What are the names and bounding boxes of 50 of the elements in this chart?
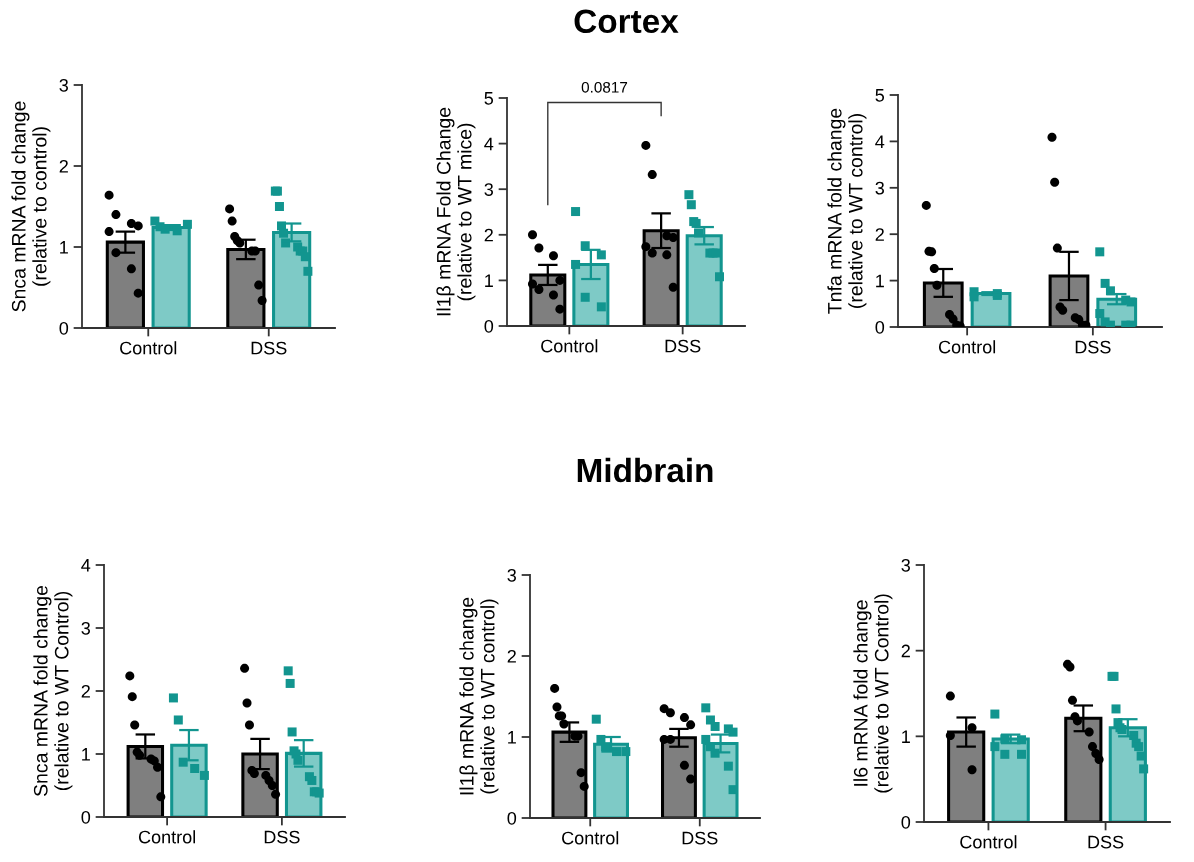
y-tick-label: 0 — [59, 321, 69, 335]
y-axis-title: Tnfa mRNA fold change (relative to WT control) — [827, 108, 867, 314]
y-tick-label: 1 — [485, 274, 493, 287]
y-tick-label: 2 — [484, 228, 493, 242]
y-axis-title: Il1β mRNA fold change (relative to WT control) — [459, 597, 499, 795]
y-tick-label: 2 — [507, 649, 516, 663]
x-tick-label: Control — [562, 831, 619, 845]
x-tick-label: Control — [960, 835, 1017, 849]
y-tick-label: 3 — [507, 568, 517, 582]
y-tick-label: 2 — [59, 159, 68, 173]
y-tick-label: 3 — [484, 183, 494, 196]
y-tick-label: 4 — [81, 559, 91, 572]
y-tick-label: 1 — [82, 748, 90, 761]
y-tick-label: 0 — [875, 320, 885, 334]
x-tick-label: DSS — [1075, 340, 1111, 354]
y-tick-label: 0 — [81, 810, 91, 824]
x-tick-label: DSS — [1088, 835, 1124, 849]
y-tick-label: 1 — [508, 731, 516, 744]
y-tick-label: 2 — [81, 684, 90, 698]
y-tick-label: 3 — [901, 558, 911, 572]
y-tick-label: 0 — [507, 811, 517, 825]
y-tick-label: 0 — [484, 319, 494, 333]
x-tick-label: Control — [938, 340, 996, 354]
y-tick-label: 3 — [81, 621, 91, 635]
y-tick-label: 4 — [875, 135, 885, 148]
y-axis-title: Snca mRNA fold change (relative to control) — [11, 101, 51, 312]
chart-title: Midbrain — [577, 457, 713, 483]
x-tick-label: DSS — [665, 339, 701, 353]
y-tick-label: 2 — [875, 228, 884, 241]
y-tick-label: 2 — [901, 644, 910, 658]
y-axis-title: Snca mRNA fold change (relative to WT Control) — [33, 585, 73, 797]
y-tick-label: 0 — [901, 815, 911, 829]
y-tick-label: 5 — [484, 92, 494, 105]
x-tick-label: Control — [120, 341, 177, 355]
x-tick-label: Control — [541, 339, 598, 353]
y-tick-label: 1 — [876, 274, 884, 288]
y-tick-label: 5 — [875, 89, 885, 102]
y-axis-title: Il1β mRNA Fold Change (relative to WT mice) — [436, 107, 476, 316]
x-tick-label: DSS — [264, 830, 300, 844]
x-tick-label: DSS — [251, 341, 287, 355]
y-axis-title: Il6 mRNA fold change (relative to WT Control) — [853, 594, 893, 793]
x-tick-label: DSS — [682, 831, 718, 845]
y-tick-label: 1 — [60, 241, 68, 254]
x-tick-label: Control — [138, 830, 196, 844]
y-tick-label: 3 — [875, 181, 885, 195]
text: 0.0817 — [581, 81, 628, 93]
y-tick-label: 3 — [59, 78, 69, 92]
y-tick-label: 1 — [902, 730, 910, 743]
y-tick-label: 4 — [484, 137, 494, 151]
chart-title: Cortex — [574, 9, 679, 34]
